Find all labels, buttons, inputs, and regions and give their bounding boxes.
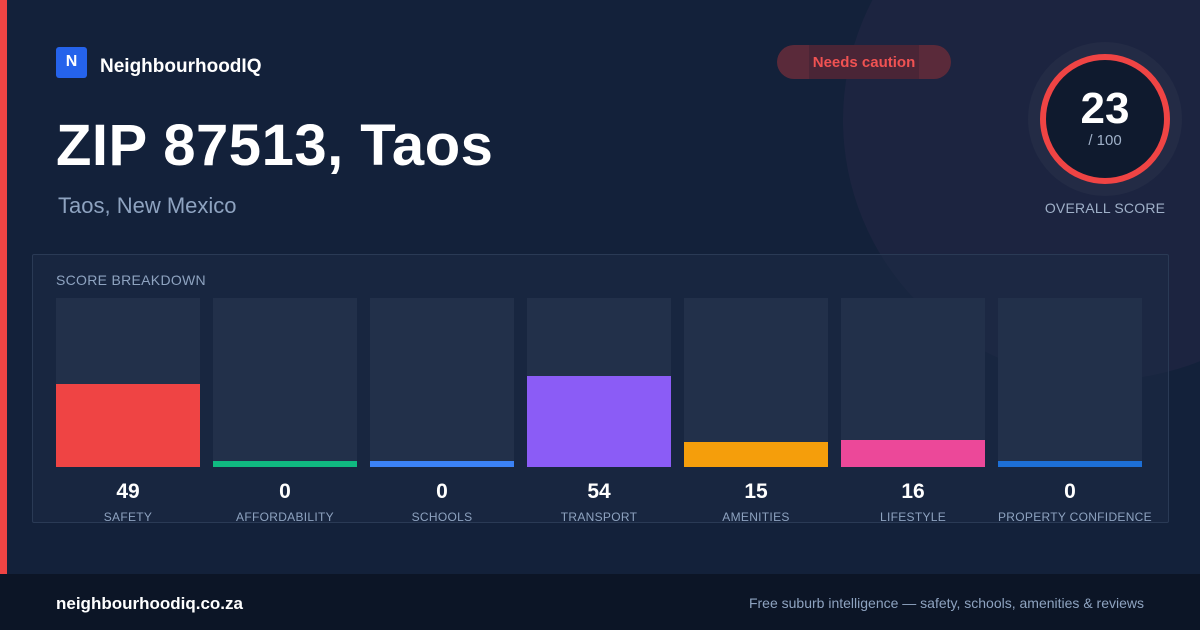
page-subtitle: Taos, New Mexico: [58, 193, 237, 218]
bar-track: [998, 298, 1142, 467]
status-badge: Needs caution: [777, 45, 951, 79]
breakdown-item-affordability: 0 AFFORDABILITY: [213, 298, 357, 524]
bar-label: SCHOOLS: [411, 510, 473, 524]
bar-value: 16: [901, 480, 925, 503]
bar-track: [213, 298, 357, 467]
breakdown-item-schools: 0 SCHOOLS: [370, 298, 514, 524]
bar-value: 0: [436, 480, 448, 503]
bar-label: AFFORDABILITY: [236, 510, 334, 524]
score-breakdown-panel: SCORE BREAKDOWN 49 SAFETY 0 AFFORDABILITY 0 S…: [32, 254, 1169, 524]
brand-name: NeighbourhoodIQ: [100, 56, 262, 77]
bar-value: 54: [587, 480, 611, 503]
bar-value: 15: [744, 480, 768, 503]
bar-fill: [213, 461, 357, 467]
bar-fill: [841, 440, 985, 467]
breakdown-item-property-confidence: 0 PROPERTY CONFIDENCE: [998, 298, 1152, 524]
breakdown-item-transport: 54 TRANSPORT: [527, 298, 671, 524]
bar-track: [841, 298, 985, 467]
bar-label: PROPERTY CONFIDENCE: [998, 510, 1152, 524]
bar-value: 0: [279, 480, 291, 503]
brand[interactable]: N NeighbourhoodIQ: [56, 46, 261, 78]
overall-score-ring: [1028, 42, 1182, 196]
bar-fill: [998, 461, 1142, 467]
breakdown-item-lifestyle: 16 LIFESTYLE: [841, 298, 985, 524]
bar-label: TRANSPORT: [560, 510, 638, 524]
brand-logo-icon: N: [56, 46, 87, 78]
bar-value: 49: [116, 480, 140, 503]
bar-fill: [56, 384, 200, 467]
status-badge-label: Needs caution: [812, 53, 916, 71]
footer-url-link[interactable]: neighbourhoodiq.co.za: [56, 594, 243, 613]
overall-score-value: 23: [1080, 84, 1130, 133]
overall-score-label: OVERALL SCORE: [1044, 200, 1166, 216]
bar-track: [684, 298, 828, 467]
bar-fill: [684, 442, 828, 467]
accent-bar: [0, 0, 7, 574]
bar-fill: [370, 461, 514, 467]
footer: neighbourhoodiq.co.za Free suburb intell…: [0, 574, 1200, 630]
breakdown-item-amenities: 15 AMENITIES: [684, 298, 828, 524]
badge-cap-left: [777, 45, 809, 79]
score-ring-arc: [1040, 54, 1170, 184]
bar-fill: [527, 376, 671, 467]
breakdown-item-safety: 49 SAFETY: [56, 298, 200, 524]
bar-value: 0: [1064, 480, 1076, 503]
bar-label: LIFESTYLE: [879, 510, 947, 524]
badge-cap-right: [919, 45, 951, 79]
bar-label: AMENITIES: [722, 510, 790, 524]
footer-tagline: Free suburb intelligence — safety, schoo…: [748, 595, 1144, 611]
overall-score-max: / 100: [1088, 132, 1122, 149]
bar-track: [56, 298, 200, 467]
bar-label: SAFETY: [103, 510, 153, 524]
breakdown-title: SCORE BREAKDOWN: [56, 272, 206, 288]
page-title: ZIP 87513, Taos: [56, 113, 494, 178]
bar-track: [527, 298, 671, 467]
bar-track: [370, 298, 514, 467]
